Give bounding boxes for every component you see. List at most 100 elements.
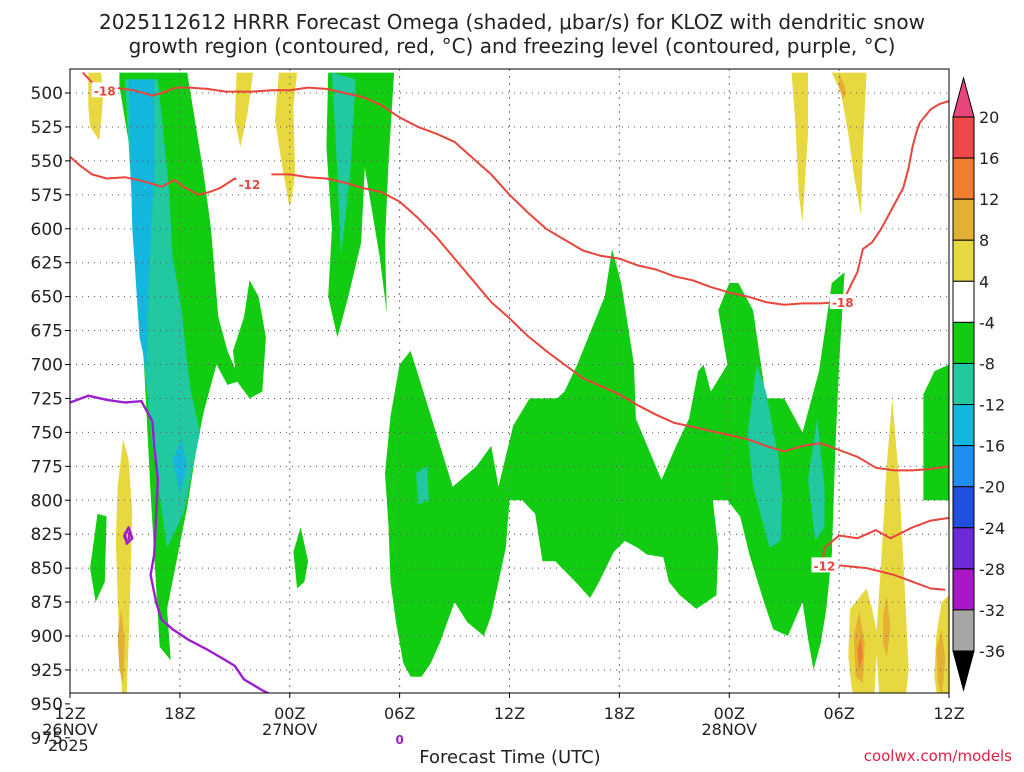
omega-region-0-5 [90, 513, 107, 603]
y-tick-label-1: 525 [31, 118, 63, 138]
y-tick-label-7: 675 [31, 322, 63, 342]
purple-contour-label-0: 0 [395, 733, 403, 747]
red-contour-1 [841, 100, 949, 303]
omega-region-1-3 [747, 364, 783, 548]
x-tick-label-5-0: 18Z [604, 704, 635, 723]
red-contour-3 [271, 173, 949, 472]
colorbar-bin-5 [952, 280, 975, 323]
red-label-bg-2 [236, 175, 263, 191]
x-tick-label-3-0: 06Z [384, 704, 415, 723]
y-tick-label-11: 775 [31, 457, 63, 477]
omega-region-0-6 [293, 527, 309, 589]
x-tick-label-0-2: 2025 [48, 736, 89, 755]
colorbar-label-7: -12 [979, 396, 1005, 415]
omega-region-1-2 [416, 466, 429, 505]
footer-source: coolwx.com/models [864, 747, 1012, 765]
y-tick-label-9: 725 [31, 389, 63, 409]
y-tick-label-18: 950 [31, 695, 63, 715]
colorbar-bin-1 [952, 116, 975, 159]
y-tick-label-16: 900 [31, 627, 63, 647]
red-contour-5 [839, 564, 946, 591]
x-tick-label-6-1: 28NOV [701, 720, 757, 739]
y-tick-label-10: 750 [31, 423, 63, 443]
purple-contour-0 [70, 394, 271, 693]
grid-lines [70, 69, 949, 693]
y-tick-label-14: 850 [31, 559, 63, 579]
y-tick-label-3: 575 [31, 186, 63, 206]
y-tick-label-12: 800 [31, 491, 63, 511]
colorbar-bin-6 [952, 321, 975, 364]
dendritic-growth-contours [70, 71, 949, 591]
x-tick-label-2-0: 00Z [274, 704, 305, 723]
colorbar-bin-10 [952, 486, 975, 529]
y-tick-label-4: 600 [31, 220, 63, 240]
omega-region-4-3 [936, 629, 946, 693]
red-contour-0 [82, 71, 840, 306]
omega-region-3-4 [791, 72, 808, 222]
x-tick-label-1-0: 18Z [164, 704, 195, 723]
colorbar-bin-12 [952, 568, 975, 611]
omega-region-3-5 [831, 72, 867, 216]
omega-region-5-0 [857, 636, 863, 670]
colorbar-label-13: -36 [979, 642, 1005, 661]
colorbar-label-4: 4 [979, 272, 989, 291]
y-tick-label-2: 550 [31, 152, 63, 172]
colorbar-label-9: -20 [979, 478, 1005, 497]
omega-region-4-0 [117, 608, 125, 684]
red-contour-label-4: -12 [814, 559, 836, 573]
x-tick-label-6-0: 00Z [714, 704, 745, 723]
omega-region-0-1 [233, 280, 266, 399]
chart-title-line-1: 2025112612 HRRR Forecast Omega (shaded, … [99, 10, 925, 34]
colorbar-bottom-triangle [952, 650, 975, 692]
red-contour-label-2: -12 [239, 178, 261, 192]
omega-region-2-0 [128, 79, 155, 372]
colorbar-label-11: -28 [979, 560, 1005, 579]
chart-title-line-2: growth region (contoured, red, °C) and f… [129, 34, 896, 58]
colorbar-label-12: -32 [979, 601, 1005, 620]
colorbar: 20 16 12 8 4 -4 -8 -12 -16 -20 -24 -28 -32 -36 [952, 76, 1005, 692]
x-tick-label-7-0: 06Z [823, 704, 854, 723]
colorbar-label-0: 20 [979, 108, 999, 127]
colorbar-label-5: -4 [979, 313, 995, 332]
y-tick-label-6: 650 [31, 288, 63, 308]
red-label-bg-1 [829, 294, 856, 310]
x-axis-label: Forecast Time (UTC) [419, 747, 600, 768]
colorbar-bin-3 [952, 198, 975, 241]
y-tick-label-13: 825 [31, 525, 63, 545]
contour-labels: -18 -18 -12 -12 0 0 [91, 82, 856, 747]
x-tick-label-8-0: 12Z [933, 704, 964, 723]
colorbar-label-1: 16 [979, 149, 999, 168]
purple-contour-1 [123, 526, 134, 545]
red-contour-label-1: -18 [832, 296, 854, 310]
red-contour-4 [821, 516, 949, 562]
y-tick-label-17: 925 [31, 661, 63, 681]
y-tick-label-0: 500 [31, 84, 63, 104]
colorbar-bin-9 [952, 445, 975, 488]
colorbar-label-6: -8 [979, 354, 995, 373]
colorbar-bin-13 [952, 609, 975, 652]
purple-contour-label-1: 0 [123, 530, 131, 544]
omega-region-1-1 [331, 72, 356, 256]
colorbar-bin-11 [952, 527, 975, 570]
y-tick-label-8: 700 [31, 356, 63, 376]
x-tick-label-4-0: 12Z [494, 704, 525, 723]
red-label-bg-4 [811, 557, 838, 573]
colorbar-label-10: -24 [979, 519, 1005, 538]
y-tick-label-5: 625 [31, 254, 63, 274]
colorbar-label-2: 12 [979, 190, 999, 209]
colorbar-bin-2 [952, 157, 975, 200]
y-tick-label-19: 975 [31, 729, 63, 749]
freezing-level-contours [70, 394, 271, 693]
omega-region-2-1 [172, 439, 188, 494]
y-tick-label-15: 875 [31, 593, 63, 613]
colorbar-label-3: 8 [979, 231, 989, 250]
omega-region-1-4 [808, 418, 825, 541]
red-contour-2 [70, 156, 245, 196]
red-label-bg-0 [91, 82, 118, 98]
y-axis-pressure: 500 525 550 575 600 625 650 675 700 725 750 775 800 8… [31, 84, 70, 749]
colorbar-bin-7 [952, 362, 975, 406]
colorbar-bin-8 [952, 404, 975, 447]
red-contour-label-0: -18 [94, 84, 116, 98]
